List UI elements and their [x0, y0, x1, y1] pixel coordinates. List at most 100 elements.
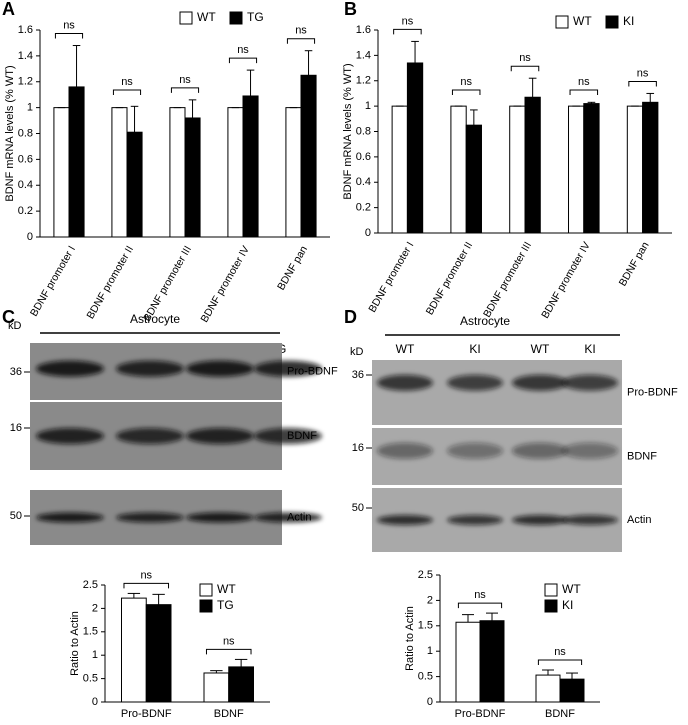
error-bar: [566, 672, 578, 680]
x-tick-label: Pro-BDNF: [121, 708, 172, 720]
blot-band: [562, 515, 618, 525]
legend-label: TG: [247, 10, 264, 24]
error-bar: [210, 670, 223, 673]
marker-label: 16: [10, 422, 22, 434]
blot-band: [186, 512, 254, 523]
marker-label: 36: [352, 369, 364, 381]
error-bar: [462, 614, 474, 623]
lane-label: WT: [396, 342, 415, 356]
bar: [53, 107, 70, 238]
legend-swatch: [544, 583, 558, 597]
significance-label: ns: [637, 67, 649, 79]
bar: [524, 96, 541, 234]
error-bar: [130, 105, 139, 133]
error-bar: [528, 77, 537, 98]
error-bar: [234, 658, 248, 667]
blot-title: Astrocyte: [460, 314, 510, 328]
legend-label: TG: [217, 598, 234, 612]
panel-letter: B: [344, 0, 357, 19]
blot-band: [512, 515, 568, 525]
bar: [559, 678, 585, 703]
error-bar: [188, 99, 197, 118]
panel-letter: A: [2, 0, 15, 19]
error-bar: [470, 109, 478, 126]
blot-band: [116, 512, 184, 523]
y-tick-label: 1.5: [418, 620, 433, 632]
significance-label: ns: [223, 635, 235, 647]
legend-label: WT: [562, 582, 581, 596]
y-tick-label: 1: [427, 645, 433, 657]
significance-bracket: [569, 89, 599, 95]
blot-band: [512, 374, 568, 391]
significance-label: ns: [519, 52, 531, 64]
x-tick-label: BDNF pan: [617, 240, 652, 289]
bar: [242, 95, 259, 238]
row-label: Pro-BDNF: [287, 365, 338, 377]
significance-label: ns: [140, 569, 152, 581]
blot-band: [447, 374, 503, 391]
blot-band: [254, 428, 322, 444]
blot-band: [186, 428, 254, 444]
error-bar: [127, 592, 141, 599]
y-axis-label: Ratio to Actin: [69, 611, 81, 676]
row-label: Actin: [287, 511, 311, 523]
blot-band: [377, 442, 433, 459]
significance-label: ns: [474, 589, 486, 601]
x-tick-label: BDNF pan: [275, 244, 310, 293]
y-tick-label: 1.6: [356, 24, 371, 36]
significance-label: ns: [63, 19, 75, 31]
panel-letter: D: [344, 307, 357, 327]
y-tick-label: 2.5: [83, 579, 98, 591]
significance-label: ns: [460, 76, 472, 88]
y-tick-label: 0: [427, 696, 433, 708]
bar: [68, 86, 85, 238]
bar: [568, 105, 585, 234]
legend-label: KI: [623, 14, 634, 28]
blot-band: [512, 442, 568, 459]
y-tick-label: 0.2: [356, 202, 371, 214]
significance-bracket: [451, 89, 481, 95]
significance-bracket: [286, 38, 316, 44]
row-label: Pro-BDNF: [627, 386, 678, 398]
row-label: BDNF: [287, 430, 317, 442]
significance-label: ns: [402, 15, 414, 27]
marker-label: 50: [10, 510, 22, 522]
bar: [300, 74, 317, 238]
y-tick-label: 2.5: [418, 569, 433, 581]
error-bar: [152, 593, 165, 605]
bar: [479, 620, 505, 703]
y-tick-label: 1.6: [18, 24, 33, 36]
y-tick-label: 0.8: [356, 125, 371, 137]
blot-band: [562, 374, 618, 391]
significance-label: ns: [295, 25, 307, 37]
legend-label: WT: [197, 10, 216, 24]
y-tick-label: 0: [92, 696, 98, 708]
x-tick-label: BDNF: [545, 708, 575, 720]
y-axis-label: Ratio to Actin: [404, 606, 416, 671]
significance-label: ns: [237, 44, 249, 56]
marker-label: 50: [352, 502, 364, 514]
legend-swatch: [544, 599, 558, 613]
significance-bracket: [457, 602, 503, 609]
error-bar: [246, 69, 255, 96]
significance-bracket: [170, 87, 200, 93]
bar: [184, 117, 201, 238]
y-tick-label: 0.2: [18, 205, 33, 217]
y-axis-label: BDNF mRNA levels (% WT): [4, 65, 16, 201]
y-tick-label: 1.4: [18, 50, 33, 62]
significance-bracket: [228, 57, 258, 64]
y-tick-label: 0: [365, 227, 371, 239]
bar: [583, 103, 600, 234]
blot-band: [447, 515, 503, 525]
bar: [121, 597, 147, 703]
lane-label: KI: [584, 342, 595, 356]
legend-swatch: [229, 11, 243, 25]
lane-label: KI: [469, 342, 480, 356]
legend-label: WT: [573, 14, 592, 28]
x-tick-label: BDNF: [214, 708, 244, 720]
bar: [227, 107, 244, 238]
y-tick-label: 0.4: [356, 176, 371, 188]
legend-swatch: [199, 583, 213, 597]
y-tick-label: 0.6: [356, 151, 371, 163]
